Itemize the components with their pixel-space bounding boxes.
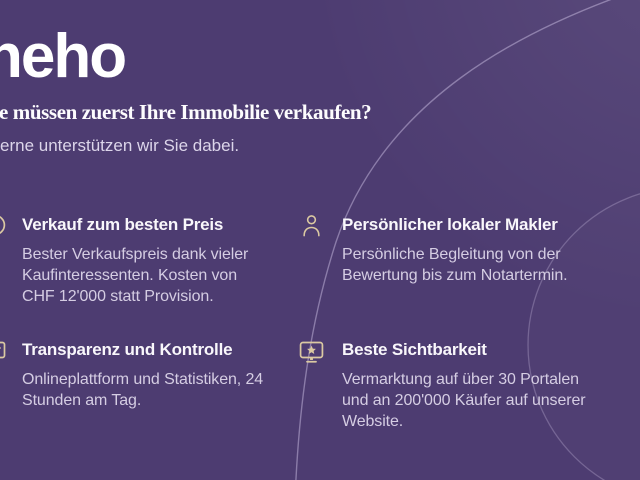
feature-body: Onlineplattform und Statistiken, 24 Stun… (22, 371, 264, 409)
feature-title: Verkauf zum besten Preis (22, 215, 224, 234)
feature-card-best-price: Verkauf zum besten Preis Bester Verkaufs… (22, 215, 300, 307)
person-icon (301, 213, 322, 243)
feature-card-visibility: Beste Sichtbarkeit Vermarktung auf über … (342, 340, 638, 432)
neho-logo[interactable]: neho (0, 22, 127, 91)
hero-heading: e müssen zuerst Ihre Immobilie verkaufen… (0, 100, 372, 124)
feature-title: Beste Sichtbarkeit (342, 340, 487, 359)
feature-title: Transparenz und Kontrolle (22, 340, 233, 359)
feature-body: Bester Verkaufspreis dank vieler Kaufint… (22, 246, 249, 305)
feature-card-transparency: Transparenz und Kontrolle Onlineplattfor… (22, 340, 307, 411)
feature-body: Vermarktung auf über 30 Portalen und an … (342, 371, 586, 430)
feature-card-local-agent: Persönlicher lokaler Makler Persönliche … (342, 215, 638, 286)
chart-icon (0, 340, 6, 367)
hero-subheading: erne unterstützen wir Sie dabei. (0, 136, 240, 155)
monitor-star-icon (299, 341, 324, 369)
feature-title: Persönlicher lokaler Makler (342, 215, 558, 234)
feature-body: Persönliche Begleitung von der Bewertung… (342, 246, 568, 284)
coin-icon (0, 213, 6, 242)
